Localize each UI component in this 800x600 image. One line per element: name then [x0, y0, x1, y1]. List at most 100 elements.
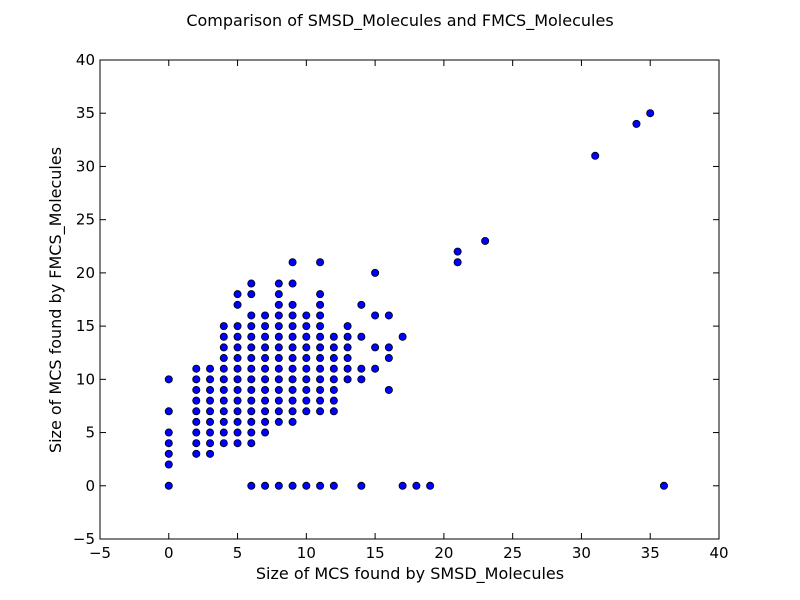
- data-point: [329, 396, 338, 405]
- y-tick-label: 5: [85, 424, 95, 442]
- data-point: [481, 236, 490, 245]
- data-point: [206, 385, 215, 394]
- x-axis-label: Size of MCS found by SMSD_Molecules: [256, 564, 564, 584]
- data-point: [302, 332, 311, 341]
- x-tick-label: 0: [164, 544, 174, 562]
- x-tick-label: 5: [233, 544, 243, 562]
- data-point: [261, 396, 270, 405]
- data-point: [302, 343, 311, 352]
- data-point: [261, 354, 270, 363]
- data-point: [247, 481, 256, 490]
- data-point: [206, 428, 215, 437]
- data-point: [206, 439, 215, 448]
- data-point: [329, 332, 338, 341]
- x-tick-label: 35: [641, 544, 660, 562]
- data-point: [261, 343, 270, 352]
- data-point: [206, 396, 215, 405]
- data-point: [384, 385, 393, 394]
- data-point: [329, 364, 338, 373]
- data-point: [288, 311, 297, 320]
- data-point: [233, 322, 242, 331]
- data-point: [274, 407, 283, 416]
- y-tick-label: 35: [76, 104, 95, 122]
- data-point: [192, 385, 201, 394]
- data-point: [426, 481, 435, 490]
- data-point: [164, 407, 173, 416]
- x-tick-label: 20: [434, 544, 453, 562]
- data-point: [329, 481, 338, 490]
- data-point: [357, 332, 366, 341]
- data-point: [288, 407, 297, 416]
- data-point: [288, 354, 297, 363]
- data-point: [192, 364, 201, 373]
- data-point: [164, 428, 173, 437]
- data-point: [274, 332, 283, 341]
- data-point: [316, 300, 325, 309]
- data-point: [247, 364, 256, 373]
- data-point: [329, 375, 338, 384]
- y-tick-label: 10: [76, 370, 95, 388]
- data-point: [288, 481, 297, 490]
- x-tick-label: 25: [503, 544, 522, 562]
- data-point: [192, 428, 201, 437]
- data-point: [288, 364, 297, 373]
- data-point: [261, 407, 270, 416]
- data-point: [288, 375, 297, 384]
- y-tick-label: 15: [76, 317, 95, 335]
- data-point: [398, 481, 407, 490]
- data-point: [371, 343, 380, 352]
- data-point: [302, 311, 311, 320]
- data-point: [247, 279, 256, 288]
- data-point: [247, 417, 256, 426]
- data-point: [371, 268, 380, 277]
- data-point: [316, 343, 325, 352]
- data-point: [384, 354, 393, 363]
- data-point: [247, 290, 256, 299]
- data-point: [274, 396, 283, 405]
- data-point: [288, 300, 297, 309]
- data-point: [632, 119, 641, 128]
- data-point: [316, 322, 325, 331]
- data-point: [316, 332, 325, 341]
- data-point: [343, 343, 352, 352]
- data-point: [233, 290, 242, 299]
- data-point: [302, 396, 311, 405]
- data-point: [288, 279, 297, 288]
- data-point: [371, 364, 380, 373]
- axis-ticks: −5 0 5 10 15 20 25 30 35 40 −5 0 5 10 15 20 25 30 35 40: [73, 51, 729, 562]
- data-point: [261, 385, 270, 394]
- data-point: [357, 375, 366, 384]
- x-tick-label: 30: [572, 544, 591, 562]
- data-point: [316, 354, 325, 363]
- data-point: [343, 364, 352, 373]
- data-point: [192, 375, 201, 384]
- data-point: [261, 364, 270, 373]
- data-point: [288, 385, 297, 394]
- data-point: [302, 354, 311, 363]
- data-point: [302, 375, 311, 384]
- data-point: [261, 417, 270, 426]
- data-point: [164, 439, 173, 448]
- data-point: [192, 396, 201, 405]
- data-point: [274, 354, 283, 363]
- data-point: [384, 311, 393, 320]
- data-point: [219, 407, 228, 416]
- data-point: [316, 311, 325, 320]
- data-point: [219, 343, 228, 352]
- y-tick-label: 30: [76, 157, 95, 175]
- y-tick-label: 20: [76, 264, 95, 282]
- data-point: [164, 449, 173, 458]
- data-point: [288, 322, 297, 331]
- data-point: [453, 258, 462, 267]
- data-point: [219, 375, 228, 384]
- data-point: [233, 439, 242, 448]
- data-point: [274, 364, 283, 373]
- data-point: [357, 481, 366, 490]
- chart-title: Comparison of SMSD_Molecules and FMCS_Mo…: [186, 11, 613, 31]
- data-point: [274, 385, 283, 394]
- data-point: [398, 332, 407, 341]
- data-point: [164, 375, 173, 384]
- y-axis-label: Size of MCS found by FMCS_Molecules: [46, 147, 66, 453]
- data-point: [274, 375, 283, 384]
- data-points: [164, 109, 668, 490]
